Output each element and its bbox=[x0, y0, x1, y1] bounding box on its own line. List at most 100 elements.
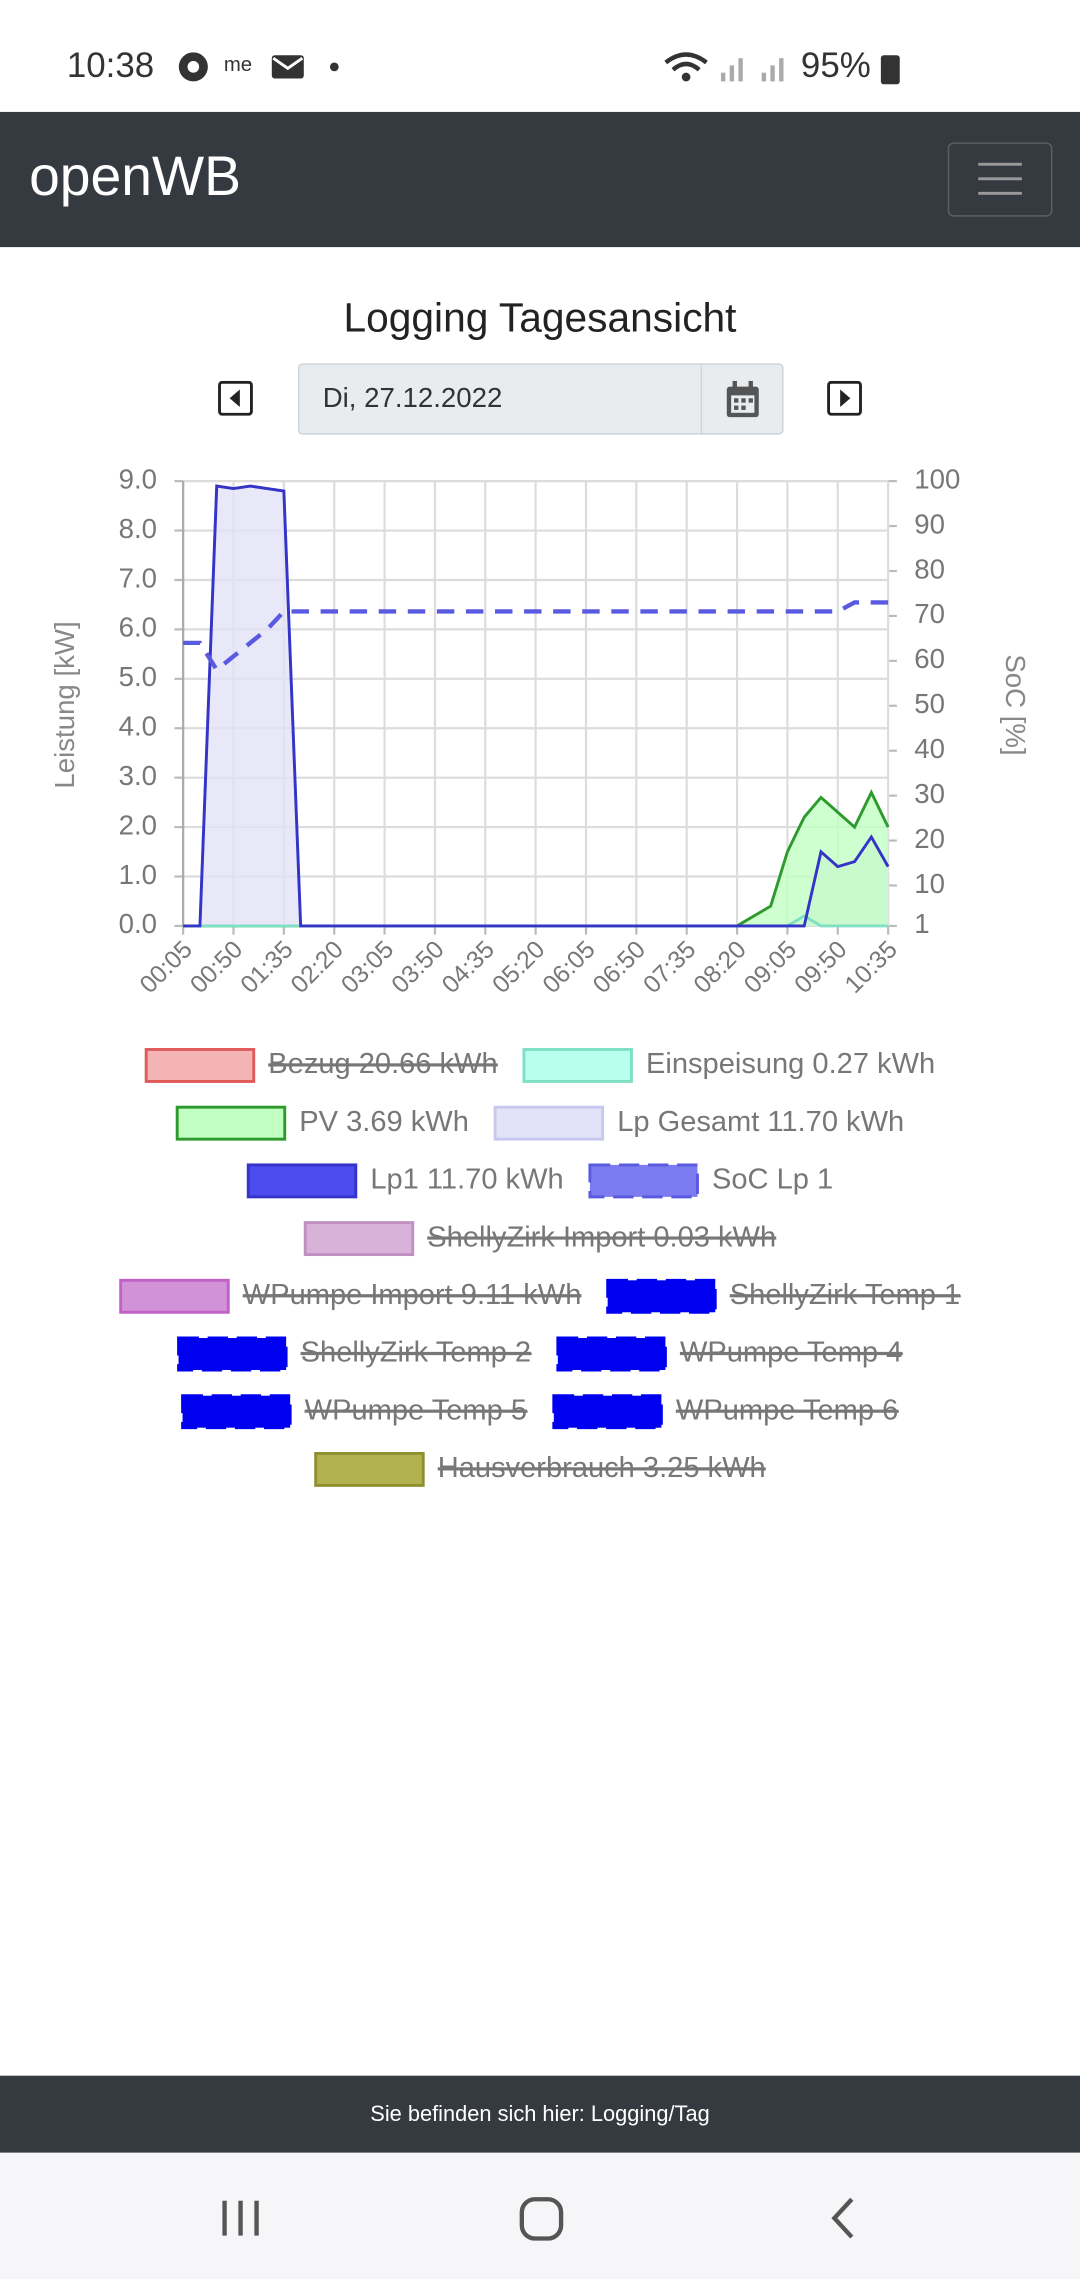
legend-label: WPumpe Temp 6 bbox=[676, 1394, 898, 1426]
y-axis-label: Leistung [kW] bbox=[49, 621, 80, 788]
battery-text: 95% bbox=[800, 46, 871, 86]
series-area bbox=[183, 792, 889, 926]
legend-item[interactable]: WPumpe Temp 6 bbox=[552, 1394, 899, 1430]
clock: 10:38 bbox=[66, 46, 155, 86]
legend-item[interactable]: ShellyZirk Import 0.03 kWh bbox=[303, 1221, 777, 1257]
legend-swatch bbox=[119, 1278, 230, 1314]
legend-item[interactable]: ShellyZirk Temp 1 bbox=[606, 1278, 961, 1314]
legend-item[interactable]: Lp1 11.70 kWh bbox=[246, 1163, 564, 1199]
legend-label: Lp Gesamt 11.70 kWh bbox=[617, 1106, 904, 1138]
next-day[interactable] bbox=[827, 380, 862, 416]
legend-swatch bbox=[144, 1048, 256, 1083]
legend-swatch bbox=[314, 1451, 425, 1487]
x-tick-label: 07:35 bbox=[639, 936, 702, 999]
back[interactable] bbox=[826, 2195, 864, 2244]
y2-tick-label: 60 bbox=[914, 643, 945, 674]
legend-item[interactable]: PV 3.69 kWh bbox=[175, 1105, 469, 1141]
x-tick-label: 00:05 bbox=[135, 936, 198, 999]
brand[interactable]: openWB bbox=[29, 146, 241, 208]
y-tick-label: 4.0 bbox=[119, 711, 157, 742]
y-tick-label: 5.0 bbox=[119, 661, 157, 692]
x-tick-label: 00:50 bbox=[185, 936, 248, 999]
legend-swatch bbox=[588, 1163, 699, 1199]
series-line bbox=[183, 484, 890, 928]
navbar: openWB bbox=[0, 111, 1080, 248]
status-bar: 10:38 me 95% bbox=[0, 0, 1080, 112]
home[interactable] bbox=[517, 2195, 566, 2244]
y-tick-label: 8.0 bbox=[119, 513, 157, 544]
y2-tick-label: 40 bbox=[914, 733, 945, 764]
y2-tick-label: 10 bbox=[914, 868, 945, 899]
legend-label: ShellyZirk Import 0.03 kWh bbox=[427, 1221, 776, 1253]
y-tick-label: 1.0 bbox=[119, 859, 157, 890]
x-tick-label: 08:20 bbox=[689, 936, 752, 999]
y2-tick-label: 90 bbox=[914, 508, 945, 539]
x-tick-label: 04:35 bbox=[437, 936, 500, 999]
legend-label: WPumpe Temp 5 bbox=[305, 1394, 527, 1426]
x-tick-label: 01:35 bbox=[236, 936, 299, 999]
legend-swatch bbox=[606, 1278, 717, 1314]
chart: 0.0 1.0 2.0 3.0 4.0 5.0 6.0 7.0 8.0 9.0 1 10 20 30 40 5… bbox=[49, 463, 1031, 1487]
x-tick-label: 06:05 bbox=[538, 936, 601, 999]
y-tick-label: 6.0 bbox=[119, 612, 157, 643]
svg-text:me: me bbox=[224, 54, 252, 76]
legend-swatch bbox=[246, 1163, 358, 1199]
menu-button[interactable] bbox=[947, 142, 1053, 217]
legend-label: PV 3.69 kWh bbox=[299, 1106, 469, 1138]
legend-item[interactable]: Bezug 20.66 kWh bbox=[144, 1048, 498, 1083]
legend-swatch bbox=[556, 1336, 667, 1372]
x-tick-label: 02:20 bbox=[286, 936, 349, 999]
footer: Sie befinden sich hier: Logging/Tag bbox=[0, 2075, 1080, 2153]
y2-tick-label: 100 bbox=[914, 463, 960, 494]
status-icons: me bbox=[178, 52, 339, 82]
y2-tick-label: 50 bbox=[914, 688, 945, 719]
legend-swatch bbox=[303, 1221, 415, 1257]
x-tick-label: 10:35 bbox=[840, 936, 903, 999]
signal-icons bbox=[664, 52, 784, 82]
x-tick-label: 09:05 bbox=[739, 936, 802, 999]
legend-label: WPumpe Temp 4 bbox=[680, 1337, 902, 1369]
legend-swatch bbox=[493, 1105, 605, 1141]
date-input[interactable]: Di, 27.12.2022 bbox=[297, 363, 704, 435]
y-tick-label: 9.0 bbox=[119, 463, 157, 494]
y-tick-label: 0.0 bbox=[119, 908, 157, 939]
recent-apps[interactable] bbox=[218, 2196, 267, 2240]
legend-swatch bbox=[177, 1336, 288, 1372]
legend-item[interactable]: Hausverbrauch 3.25 kWh bbox=[314, 1451, 766, 1487]
legend-swatch bbox=[522, 1048, 633, 1083]
legend-item[interactable]: Einspeisung 0.27 kWh bbox=[522, 1048, 935, 1083]
y-tick-label: 2.0 bbox=[119, 809, 157, 840]
legend-item[interactable]: SoC Lp 1 bbox=[588, 1163, 833, 1199]
legend-item[interactable]: WPumpe Temp 5 bbox=[181, 1394, 528, 1430]
y2-axis-label: SoC [%] bbox=[1000, 654, 1031, 755]
legend-item[interactable]: WPumpe Import 9.11 kWh bbox=[119, 1278, 582, 1314]
legend-item[interactable]: Lp Gesamt 11.70 kWh bbox=[493, 1105, 904, 1141]
system-nav bbox=[0, 2152, 1080, 2280]
legend-label: SoC Lp 1 bbox=[712, 1164, 833, 1196]
y2-tick-label: 20 bbox=[914, 823, 945, 854]
series-line bbox=[183, 600, 889, 674]
legend-label: WPumpe Import 9.11 kWh bbox=[243, 1279, 582, 1311]
y2-tick-label: 80 bbox=[914, 553, 945, 584]
x-tick-label: 05:20 bbox=[488, 936, 551, 999]
legend-label: ShellyZirk Temp 2 bbox=[301, 1337, 531, 1369]
date-text: Di, 27.12.2022 bbox=[322, 383, 503, 415]
y2-tick-label: 30 bbox=[914, 778, 945, 809]
y-tick-label: 7.0 bbox=[119, 562, 157, 593]
prev-day[interactable] bbox=[218, 380, 253, 416]
legend-label: ShellyZirk Temp 1 bbox=[730, 1279, 960, 1311]
x-tick-label: 06:50 bbox=[588, 936, 651, 999]
x-tick-label: 03:50 bbox=[387, 936, 450, 999]
legend-swatch bbox=[552, 1394, 663, 1430]
page-title: Logging Tagesansicht bbox=[343, 295, 737, 341]
legend-label: Einspeisung 0.27 kWh bbox=[646, 1048, 935, 1080]
legend-label: Bezug 20.66 kWh bbox=[268, 1048, 497, 1080]
legend-item[interactable]: WPumpe Temp 4 bbox=[556, 1336, 903, 1372]
calendar-button[interactable] bbox=[700, 363, 784, 435]
y-tick-label: 3.0 bbox=[119, 760, 157, 791]
y2-tick-label: 70 bbox=[914, 598, 945, 629]
legend-label: Hausverbrauch 3.25 kWh bbox=[438, 1452, 766, 1484]
legend-item[interactable]: ShellyZirk Temp 2 bbox=[177, 1336, 532, 1372]
x-tick-label: 09:50 bbox=[790, 936, 853, 999]
